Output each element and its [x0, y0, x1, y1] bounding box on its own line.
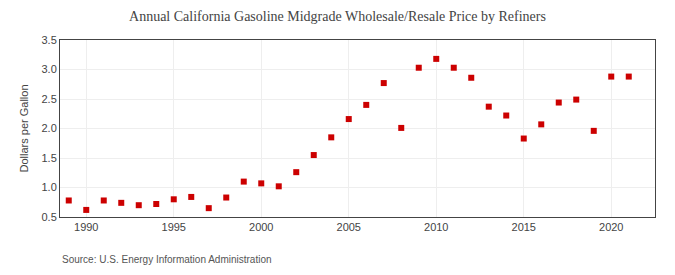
svg-text:3.5: 3.5 [42, 34, 57, 46]
svg-text:2020: 2020 [599, 221, 623, 233]
svg-text:2.5: 2.5 [42, 93, 57, 105]
svg-text:2010: 2010 [424, 221, 448, 233]
svg-text:2.0: 2.0 [42, 122, 57, 134]
svg-text:1.5: 1.5 [42, 152, 57, 164]
svg-text:1995: 1995 [162, 221, 186, 233]
svg-text:Source: U.S. Energy Informatio: Source: U.S. Energy Information Administ… [62, 254, 272, 265]
svg-text:1.0: 1.0 [42, 181, 57, 193]
svg-text:2015: 2015 [512, 221, 536, 233]
svg-text:3.0: 3.0 [42, 63, 57, 75]
svg-text:2000: 2000 [249, 221, 273, 233]
svg-text:Dollars per Gallon: Dollars per Gallon [18, 84, 30, 172]
svg-text:0.5: 0.5 [42, 211, 57, 223]
svg-text:2005: 2005 [337, 221, 361, 233]
svg-text:1990: 1990 [74, 221, 98, 233]
svg-text:Annual California Gasoline Mid: Annual California Gasoline Midgrade Whol… [129, 9, 546, 24]
